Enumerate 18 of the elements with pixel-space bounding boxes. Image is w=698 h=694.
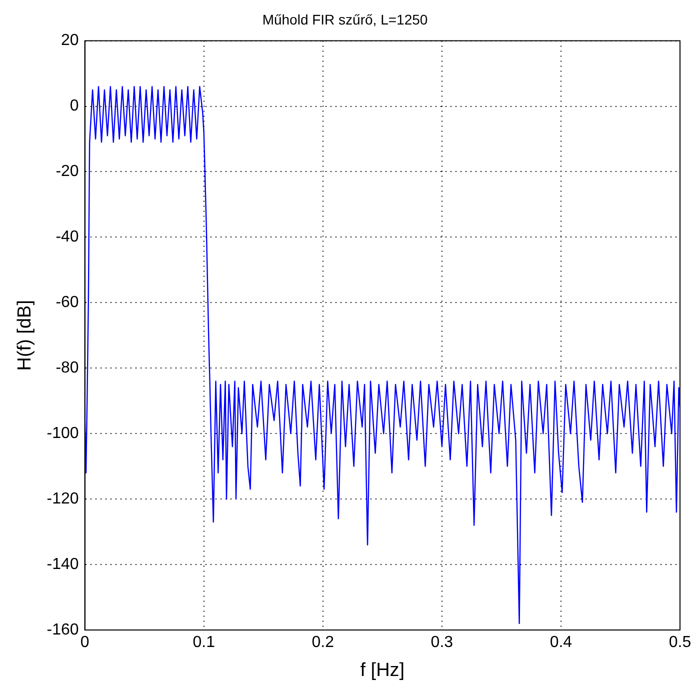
y-axis-title: H(f) [dB] <box>14 300 36 371</box>
y-tick-label: -140 <box>46 556 79 573</box>
y-tick-label: -40 <box>56 228 79 246</box>
y-tick-label: -80 <box>56 360 79 377</box>
x-axis-title: f [Hz] <box>360 660 405 681</box>
x-tick-label: 0.4 <box>550 634 572 652</box>
x-tick-label: 0.1 <box>192 634 216 652</box>
y-tick-label: -20 <box>56 163 79 180</box>
y-tick-label: 0 <box>70 98 79 115</box>
y-tick-label: -120 <box>46 490 79 508</box>
x-tick-label: 0.5 <box>668 634 692 652</box>
x-tick-label: 0.2 <box>312 634 334 652</box>
y-tick-label: -100 <box>46 425 79 442</box>
chart-title: Műhold FIR szűrő, L=1250 <box>262 11 428 28</box>
y-tick-label: 20 <box>61 32 79 50</box>
x-tick-label: 0.3 <box>430 634 454 652</box>
y-tick-label: -60 <box>56 294 79 312</box>
y-tick-label: -160 <box>46 621 79 638</box>
